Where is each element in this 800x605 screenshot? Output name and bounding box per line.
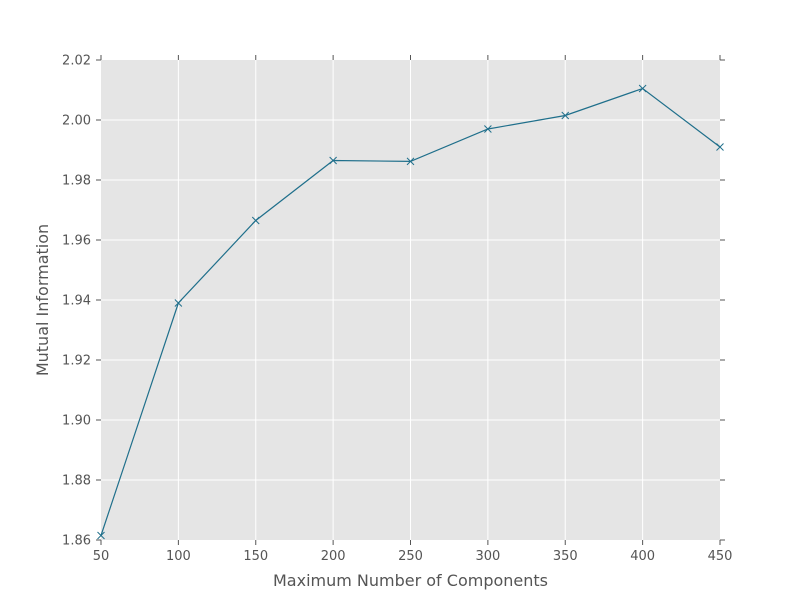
marker-stroke bbox=[561, 111, 570, 120]
y-tick-label: 1.88 bbox=[62, 474, 91, 489]
marker-stroke bbox=[329, 156, 337, 165]
data-point-marker bbox=[329, 156, 337, 165]
y-tick-label: 1.90 bbox=[62, 414, 91, 429]
data-point-marker bbox=[174, 299, 183, 307]
y-tick-label: 1.94 bbox=[62, 294, 91, 309]
y-tick-label: 1.86 bbox=[62, 534, 91, 549]
marker-stroke bbox=[484, 125, 492, 133]
x-tick-label: 350 bbox=[553, 549, 578, 564]
data-point-marker bbox=[251, 216, 260, 225]
x-tick-label: 50 bbox=[93, 549, 110, 564]
grid bbox=[101, 60, 720, 540]
data-point-marker bbox=[97, 531, 105, 540]
x-tick-label: 200 bbox=[321, 549, 346, 564]
x-tick-label: 300 bbox=[475, 549, 500, 564]
data-point-marker bbox=[484, 125, 492, 133]
y-axis-label: Mutual Information bbox=[33, 224, 52, 376]
data-point-marker bbox=[638, 84, 647, 93]
tick-labels: 50 100 150 200 250 300 350 400 450 1.86 1.88 1.90 1.… bbox=[62, 54, 732, 565]
x-tick-label: 250 bbox=[398, 549, 423, 564]
y-tick-label: 1.98 bbox=[62, 174, 91, 189]
marker-stroke bbox=[638, 84, 647, 93]
marker-stroke bbox=[406, 157, 415, 166]
marker-stroke bbox=[97, 531, 105, 540]
data-point-marker bbox=[716, 143, 724, 151]
x-tick-label: 450 bbox=[708, 549, 733, 564]
data-point-marker bbox=[561, 111, 570, 120]
x-tick-label: 100 bbox=[166, 549, 191, 564]
data-point-marker bbox=[406, 157, 415, 166]
series-layer bbox=[97, 84, 724, 540]
y-tick-label: 2.02 bbox=[62, 54, 91, 69]
marker-stroke bbox=[174, 299, 183, 307]
axis-ticks bbox=[96, 55, 725, 545]
marker-stroke bbox=[251, 216, 260, 225]
marker-stroke bbox=[716, 143, 724, 151]
x-tick-label: 150 bbox=[243, 549, 268, 564]
x-tick-label: 400 bbox=[630, 549, 655, 564]
y-tick-label: 2.00 bbox=[62, 114, 91, 129]
x-axis-label: Maximum Number of Components bbox=[273, 571, 548, 590]
y-tick-label: 1.92 bbox=[62, 354, 91, 369]
y-tick-label: 1.96 bbox=[62, 234, 91, 249]
